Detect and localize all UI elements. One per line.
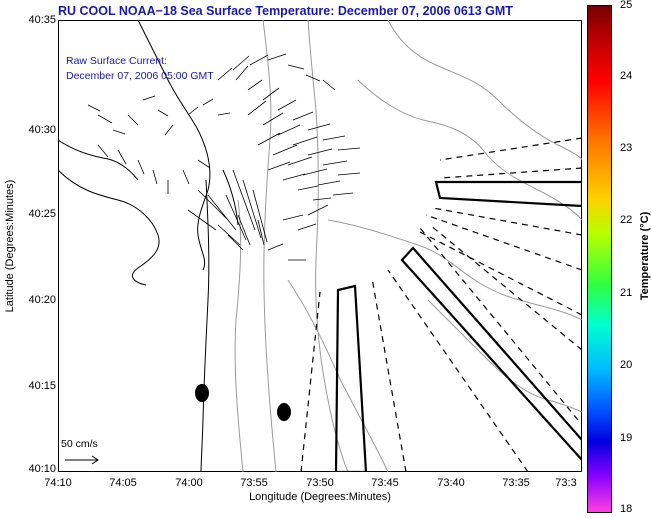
y-tick-label: 40:35 (28, 14, 56, 26)
x-tick-label: 73:45 (371, 477, 399, 489)
sampling-boxes (334, 180, 584, 474)
y-tick-label: 40:20 (28, 294, 56, 306)
figure-title: RU COOL NOAA−18 Sea Surface Temperature:… (58, 4, 513, 18)
radial-lines (300, 137, 583, 473)
station-marker (277, 403, 291, 421)
colorbar-tick: 19 (620, 432, 633, 444)
y-tick-label: 40:15 (28, 380, 56, 392)
current-vectors (87, 53, 361, 261)
x-tick-label: 74:10 (44, 477, 72, 489)
scale-label: 50 cm/s (61, 438, 98, 450)
x-tick-label: 74:05 (109, 477, 137, 489)
colorbar-tick: 20 (620, 359, 633, 371)
colorbar-tick: 25 (620, 0, 633, 11)
current-label: Raw Surface Current: (66, 55, 167, 67)
x-tick-label: 74:00 (175, 477, 203, 489)
coastline (57, 19, 239, 473)
x-tick-label: 73:50 (306, 477, 334, 489)
y-axis-label: Latitude (Degrees:Minutes) (4, 179, 16, 313)
map-svg (57, 19, 584, 474)
plot-frame (58, 20, 582, 472)
colorbar-tick: 22 (620, 214, 633, 226)
station-markers (195, 384, 291, 421)
colorbar-title: Temperature (°C) (639, 211, 651, 301)
x-tick-label: 73:35 (502, 477, 530, 489)
colorbar-tick: 24 (620, 70, 633, 82)
map-plot-area (57, 19, 584, 474)
y-tick-label: 40:30 (28, 124, 56, 136)
current-timestamp: December 07, 2006 05:00 GMT (66, 70, 214, 82)
x-tick-label: 73:40 (437, 477, 465, 489)
x-axis-label: Longitude (Degrees:Minutes) (249, 491, 391, 503)
scale-arrow (65, 455, 99, 465)
x-tick-label: 73:55 (240, 477, 268, 489)
y-tick-label: 40:10 (28, 463, 56, 475)
y-tick-label: 40:25 (28, 208, 56, 220)
colorbar-tick: 18 (620, 503, 633, 515)
temperature-colorbar (587, 5, 612, 513)
station-marker (195, 384, 209, 402)
colorbar-tick: 23 (620, 142, 633, 154)
colorbar-tick: 21 (620, 287, 633, 299)
x-tick-label: 73:3 (555, 477, 577, 489)
